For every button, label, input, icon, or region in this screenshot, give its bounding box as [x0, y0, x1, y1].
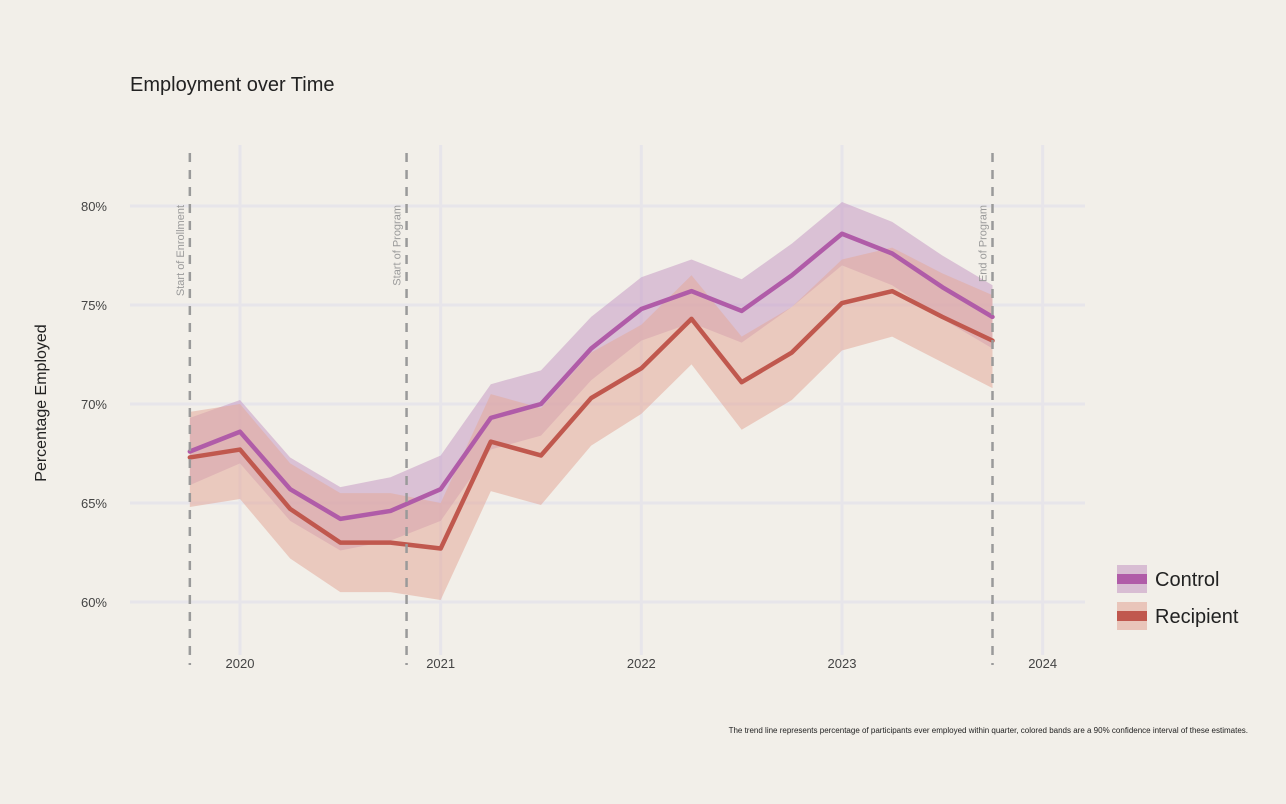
confidence-band-recipient [189, 247, 993, 601]
event-label: Start of Program [392, 205, 404, 286]
x-tick-label: 2023 [828, 656, 857, 671]
series-control [187, 231, 995, 522]
legend-label: Recipient [1155, 606, 1239, 628]
x-tick-label: 2022 [627, 656, 656, 671]
legend: Control Recipient [1117, 565, 1239, 630]
y-tick-label: 70% [81, 397, 107, 412]
y-axis-label: Percentage Employed [33, 324, 50, 481]
chart-title: Employment over Time [130, 74, 335, 96]
x-tick-label: 2020 [226, 656, 255, 671]
y-tick-label: 80% [81, 199, 107, 214]
legend-swatch-line [1117, 574, 1147, 584]
legend-label: Control [1155, 569, 1219, 591]
y-tick-label: 60% [81, 595, 107, 610]
chart-footnote: The trend line represents percentage of … [728, 726, 1248, 735]
event-label: End of Program [978, 205, 990, 282]
x-tick-label: 2021 [426, 656, 455, 671]
legend-swatch-line [1117, 611, 1147, 621]
event-label: Start of Enrollment [175, 205, 187, 296]
y-tick-label: 75% [81, 298, 107, 313]
x-tick-label: 2024 [1028, 656, 1057, 671]
y-tick-label: 65% [81, 496, 107, 511]
